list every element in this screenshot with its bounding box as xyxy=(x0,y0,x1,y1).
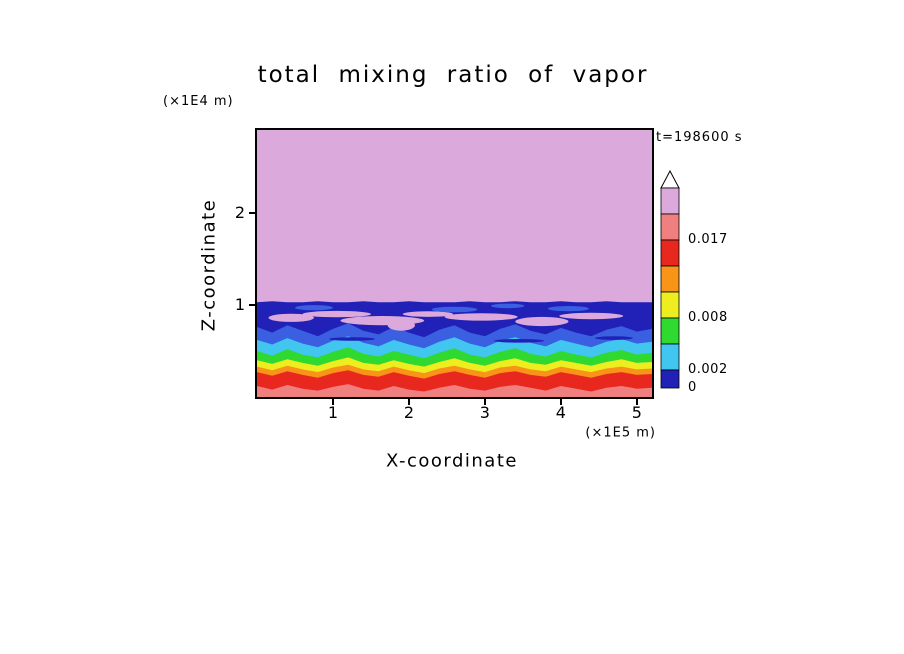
contour-mauve-wisp xyxy=(444,313,518,321)
x-axis-unit-label: (×1E5 m) xyxy=(585,425,656,441)
x-tick-mark xyxy=(635,399,638,405)
contour-blue-patch xyxy=(431,306,478,313)
colorbar-label: 0.008 xyxy=(688,310,728,325)
x-tick-label: 3 xyxy=(479,403,490,422)
x-tick-mark xyxy=(407,399,410,405)
contour-mauve-wisp xyxy=(302,310,371,318)
contour-mauve-wisp xyxy=(559,312,624,320)
colorbar-segment-0 xyxy=(660,187,680,215)
contour-mauve-wisp xyxy=(515,316,569,327)
contour-blue-patch xyxy=(295,305,333,311)
contour-mauve-wisp xyxy=(268,313,314,322)
y-tick-label: 2 xyxy=(234,202,245,222)
contour-blue-patch xyxy=(547,306,589,312)
y-tick-mark xyxy=(249,303,255,306)
y-tick-mark xyxy=(249,211,255,214)
y-axis-unit-label: (×1E4 m) xyxy=(163,94,234,109)
chart-title: total mixing ratio of vapor xyxy=(257,62,649,88)
colorbar xyxy=(660,169,682,390)
timestamp-label: t=198600 s xyxy=(656,130,743,145)
colorbar-segment-5 xyxy=(660,317,680,345)
colorbar-svg xyxy=(660,169,680,389)
colorbar-segment-1 xyxy=(660,213,680,241)
plot-area xyxy=(255,128,654,399)
colorbar-arrow-tip xyxy=(660,169,680,189)
contour-mauve-wisp xyxy=(387,319,415,331)
contour-mauve-wisp xyxy=(402,311,453,317)
y-axis-title: Z-coordinate xyxy=(198,198,220,332)
colorbar-label: 0 xyxy=(688,380,697,395)
colorbar-segment-2 xyxy=(660,239,680,267)
contour-blue-patch xyxy=(491,303,525,309)
x-tick-mark xyxy=(331,399,334,405)
colorbar-segment-6 xyxy=(660,343,680,371)
x-axis-title: X-coordinate xyxy=(386,450,518,472)
colorbar-label: 0.017 xyxy=(688,232,728,247)
x-tick-label: 5 xyxy=(631,403,642,422)
x-tick-label: 1 xyxy=(327,403,339,422)
contour-svg xyxy=(257,130,652,397)
x-tick-mark xyxy=(559,399,562,405)
x-tick-label: 4 xyxy=(555,403,566,422)
contour-navy-streak xyxy=(595,336,633,340)
colorbar-segment-3 xyxy=(660,265,680,293)
contour-band-above-0020-salmon xyxy=(257,384,652,397)
y-tick-label: 1 xyxy=(234,294,245,314)
x-tick-mark xyxy=(483,399,486,405)
contour-navy-streak xyxy=(329,337,375,341)
colorbar-label: 0.002 xyxy=(688,362,728,377)
colorbar-segment-4 xyxy=(660,291,680,319)
x-tick-label: 2 xyxy=(403,403,415,422)
contour-navy-streak xyxy=(494,339,545,343)
colorbar-segment-7 xyxy=(660,369,680,389)
